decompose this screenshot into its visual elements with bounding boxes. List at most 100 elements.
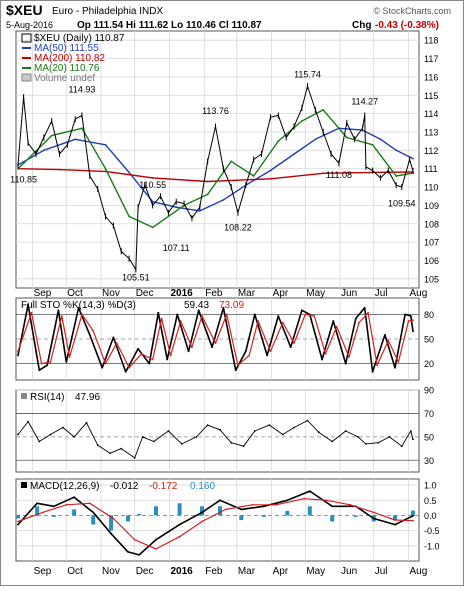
x-label-top-0: Sep: [34, 288, 52, 299]
macd-hist-bar-14: [285, 510, 290, 516]
sto-point-k_line-1: [27, 303, 29, 306]
macd-hist-bar-13: [261, 515, 266, 517]
price-annotation-4: 107.11: [163, 243, 190, 253]
price-ytick-label-11: 116: [424, 72, 438, 82]
macd-point-macd-6: [127, 551, 129, 553]
sto-point-d_line-7: [92, 329, 95, 332]
legend-volume-swatch: [21, 73, 32, 82]
sto-point-k_line-0: [17, 354, 19, 357]
sto-point-d_line-9: [115, 342, 118, 344]
price-annotation-10: 109.54: [388, 198, 416, 208]
sto-point-k_line-33: [371, 370, 374, 373]
price-point-ma200-3: [151, 177, 154, 179]
series-layer: [16, 83, 415, 556]
rsi-point-rsi-4: [62, 426, 64, 429]
macd-point-signal-11: [275, 503, 277, 506]
rsi-point-rsi-17: [219, 428, 221, 431]
price-point-ma50-10: [269, 169, 272, 172]
price-annotation-9: 114.27: [351, 97, 378, 107]
macd-point-macd-1: [36, 502, 38, 505]
rsi-point-rsi-3: [49, 433, 52, 436]
price-annotation-6: 108.22: [224, 223, 252, 233]
sto-point-k_line-18: [211, 346, 214, 349]
sto-point-d_line-2: [40, 362, 43, 365]
rsi-point-rsi-7: [96, 444, 99, 446]
macd-swatch: [21, 482, 27, 488]
rsi-point-rsi-19: [242, 445, 245, 448]
price-point-ma50-12: [314, 138, 317, 141]
macd-hist-bar-11: [218, 506, 222, 516]
header-date: 5-Aug-2016: [6, 20, 53, 30]
x-label-top-9: Jun: [341, 288, 357, 299]
x-label-bottom-7: Apr: [273, 566, 289, 577]
macd-point-macd-7: [138, 554, 141, 556]
sto-point-d_line-28: [324, 352, 327, 355]
legend-price-swatch: [21, 33, 32, 43]
sto-point-k_line-24: [277, 315, 280, 317]
price-point-ma20-8: [230, 160, 233, 163]
price-legend: $XEU (Daily) 110.87 MA(50) 111.55 MA(200…: [21, 33, 125, 84]
sto-point-k_line-11: [137, 347, 140, 350]
sto-point-k_line-4: [57, 309, 60, 312]
macd-hist-bar-0: [16, 515, 20, 519]
macd-point-macd-8: [155, 538, 157, 541]
sto-point-k_line-5: [65, 361, 68, 363]
price-point-ma50-16: [395, 149, 398, 152]
macd-point-macd-13: [262, 505, 265, 508]
price-ytick-label-8: 113: [424, 127, 438, 137]
sto-point-k_line-35: [394, 366, 396, 369]
macd-hist-bar-17: [353, 515, 358, 517]
price-point-ma20-3: [104, 167, 107, 170]
rsi-point-rsi-2: [38, 440, 41, 443]
price-point-ma50-3: [104, 143, 107, 146]
rsi-point-rsi-31: [388, 436, 391, 438]
sto-point-d_line-36: [407, 320, 410, 322]
x-label-top-3: Dec: [136, 288, 154, 299]
price-series-line: [17, 84, 414, 272]
sto-point-k_line-25: [289, 346, 292, 349]
rsi-point-rsi-0: [17, 433, 19, 436]
legend-ma20: MA(20) 110.76: [34, 63, 100, 74]
price-point-ma20-4: [128, 215, 131, 218]
macd-point-signal-6: [155, 548, 157, 550]
price-point-ma20-13: [345, 136, 348, 139]
price-point-ma20-14: [371, 143, 374, 146]
macd-point-macd-19: [394, 523, 396, 526]
sto-point-k_line-6: [77, 306, 80, 309]
sto-point-d_line-31: [358, 321, 360, 324]
header-name: Euro - Philadelphia INDX: [52, 6, 163, 17]
macd-ytick-label-2: 0.0: [424, 511, 437, 521]
rsi-point-rsi-5: [73, 436, 75, 438]
x-label-bottom-4: 2016: [170, 566, 193, 577]
macd-hist-bar-9: [177, 503, 182, 516]
rsi-point-rsi-33: [409, 430, 412, 432]
x-label-bottom-10: Jul: [375, 566, 388, 577]
rsi-point-rsi-11: [141, 436, 144, 438]
sto-point-d_line-25: [293, 342, 295, 344]
rsi-point-rsi-32: [400, 445, 403, 448]
sto-point-d_line-19: [225, 313, 228, 316]
price-ytick-label-3: 108: [424, 219, 439, 229]
macd-point-macd-14: [286, 499, 289, 502]
macd-point-macd-20: [412, 514, 414, 517]
header-symbol: $XEU: [6, 2, 43, 18]
sto-point-k_line-10: [124, 370, 127, 373]
sto-point-k_line-37: [409, 315, 412, 317]
price-point-ma50-8: [222, 199, 225, 201]
price-ytick-label-4: 109: [424, 201, 439, 211]
price-ytick-label-1: 106: [424, 256, 439, 266]
macd-ytick-label-0: -1.0: [424, 541, 440, 551]
sto-point-d_line-0: [17, 350, 19, 353]
macd-point-macd-15: [308, 490, 311, 492]
price-annotation-3: 110.55: [139, 180, 166, 190]
rsi-point-rsi-27: [344, 430, 347, 432]
sto-point-d_line-24: [281, 321, 284, 324]
macd-point-macd-0: [17, 523, 19, 526]
macd-hist-bar-5: [109, 515, 114, 531]
sto-point-d_line-17: [201, 315, 203, 317]
sto-point-k_line-19: [222, 306, 225, 309]
rsi-point-rsi-10: [133, 457, 136, 459]
sto-point-k_line-29: [332, 320, 335, 322]
x-label-top-6: Mar: [238, 288, 256, 299]
macd-point-macd-18: [372, 517, 375, 520]
